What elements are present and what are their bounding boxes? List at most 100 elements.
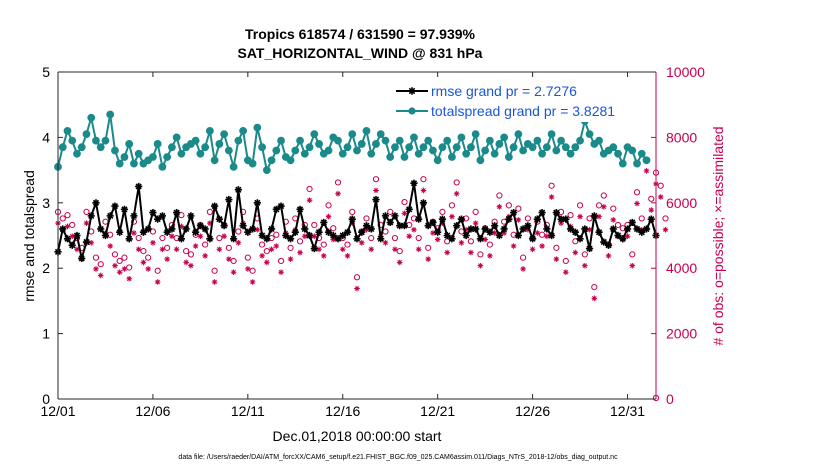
totalspread-point [130, 159, 138, 168]
obs-possible-point [610, 205, 617, 212]
totalspread-point [315, 140, 323, 148]
obs-assimilated-point [453, 190, 460, 197]
obs-assimilated-point-shape [83, 220, 90, 226]
totalspread-point [77, 143, 86, 152]
obs-assimilated-point [335, 190, 341, 197]
obs-assimilated-point-shape [401, 210, 408, 217]
rmse-point [628, 218, 636, 227]
rmse-point-shape [571, 228, 579, 236]
rmse-point-shape [239, 222, 247, 230]
obs-assimilated-point-shape [211, 279, 218, 285]
obs-assimilated-point-shape [335, 190, 341, 197]
obs-assimilated-point [192, 243, 199, 249]
obs-assimilated-point [463, 226, 469, 233]
totalspread-point [448, 153, 456, 161]
obs-assimilated-point-shape [245, 266, 251, 272]
obs-assimilated-point-shape [116, 269, 123, 275]
rmse-point [481, 225, 489, 233]
obs-assimilated-point [107, 243, 114, 249]
totalspread-point [324, 146, 333, 155]
obs-possible-point [401, 198, 408, 206]
obs-assimilated-point-shape [69, 233, 76, 240]
obs-assimilated-point-shape [463, 226, 469, 233]
obs-possible-point [576, 202, 584, 209]
rmse-point [201, 225, 209, 233]
rmse-point-shape [130, 212, 138, 220]
obs-assimilated-point-shape [135, 246, 142, 253]
y-left-tick-label: 1 [42, 326, 50, 342]
y-left-tick-label: 2 [42, 260, 50, 276]
totalspread-point [120, 153, 129, 161]
rmse-point [163, 228, 171, 236]
rmse-point [419, 199, 428, 207]
totalspread-point [504, 153, 513, 161]
obs-assimilated-point-shape [662, 226, 669, 233]
rmse-point-shape [111, 202, 119, 210]
obs-possible-point [135, 234, 142, 242]
rmse-point-shape [495, 231, 503, 240]
rmse-point-shape [272, 205, 280, 213]
rmse-point [467, 225, 475, 233]
rmse-point-shape [248, 225, 257, 233]
obs-assimilated-point [591, 295, 598, 302]
rmse-point [192, 228, 200, 236]
obs-assimilated-point [173, 246, 180, 253]
obs-possible-point [287, 244, 294, 251]
rmse-point-shape [638, 228, 646, 236]
obs-assimilated-point-shape [430, 230, 436, 236]
obs-possible-point [439, 208, 446, 215]
obs-assimilated-point [297, 249, 303, 256]
chart-title: Tropics 618574 / 631590 = 97.939% [245, 26, 476, 42]
obs-assimilated-point [325, 213, 332, 220]
rmse-point [529, 235, 537, 243]
totalspread-point [452, 143, 461, 152]
obs-assimilated-point [159, 246, 166, 253]
rmse-point-shape [486, 228, 494, 236]
rmse-point-shape [196, 222, 204, 230]
rmse-point-shape [120, 205, 129, 213]
x-tick-label: 12/26 [515, 403, 550, 419]
obs-assimilated-point-shape [297, 249, 303, 256]
obs-possible-point [486, 241, 493, 248]
totalspread-point [571, 143, 580, 152]
totalspread-point [220, 130, 229, 139]
obs-assimilated-point-shape [529, 246, 536, 253]
totalspread-point [58, 143, 67, 152]
rmse-point [230, 235, 238, 243]
totalspread-point [168, 143, 176, 152]
obs-assimilated-point [273, 243, 280, 249]
rmse-point-shape [244, 228, 252, 236]
rmse-point [377, 235, 385, 243]
rmse-point-shape [419, 199, 428, 207]
totalspread-point [253, 123, 262, 132]
obs-possible-point [472, 208, 479, 215]
obs-assimilated-point-shape [510, 243, 517, 249]
obs-assimilated-point [449, 213, 455, 220]
obs-assimilated-point-shape [339, 246, 346, 253]
obs-possible-point [648, 195, 655, 202]
obs-assimilated-point-shape [154, 279, 161, 285]
totalspread-point [286, 156, 295, 165]
rmse-point [429, 218, 437, 227]
totalspread-point [196, 149, 205, 158]
obs-assimilated-point-shape [643, 168, 650, 174]
obs-possible-point [562, 257, 569, 265]
obs-assimilated-point-shape [591, 295, 598, 302]
rmse-point [315, 228, 323, 236]
totalspread-point [419, 143, 428, 152]
obs-assimilated-point-shape [491, 230, 498, 236]
rmse-point-shape [163, 228, 171, 236]
obs-possible-point [296, 238, 304, 245]
obs-assimilated-point-shape [582, 262, 588, 269]
obs-assimilated-point [629, 262, 636, 269]
obs-assimilated-point [306, 197, 313, 204]
totalspread-point [277, 136, 285, 145]
y-right-tick-label: 6000 [666, 195, 697, 211]
obs-assimilated-point [268, 246, 275, 253]
obs-assimilated-point [354, 285, 360, 292]
obs-assimilated-point [582, 262, 588, 269]
obs-assimilated-point-shape [268, 246, 275, 253]
obs-assimilated-point [401, 210, 408, 217]
obs-assimilated-point-shape [197, 233, 204, 240]
obs-assimilated-point [64, 223, 71, 230]
